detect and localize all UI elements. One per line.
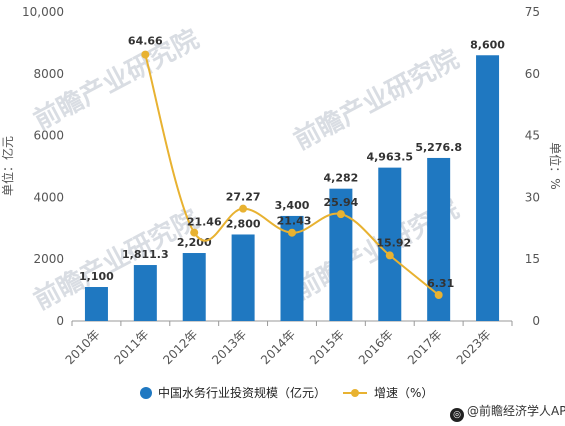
bar-value-label: 1,811.3: [122, 248, 169, 261]
watermark-text: 前瞻产业研究院: [289, 43, 464, 156]
y-right-axis-title: 单位：%: [548, 142, 563, 189]
growth-value-label: 21.46: [187, 216, 222, 229]
growth-point: [385, 251, 394, 260]
y-left-tick-label: 10,000: [22, 5, 64, 19]
x-tick-label: 2017年: [405, 327, 445, 367]
bar: [133, 265, 157, 321]
bar-value-label: 8,600: [470, 38, 505, 51]
growth-value-label: 21.43: [277, 215, 312, 228]
growth-point: [434, 291, 443, 300]
growth-point: [239, 204, 248, 213]
bar-value-label: 2,800: [226, 217, 261, 230]
bar: [378, 167, 402, 321]
growth-point: [288, 228, 296, 237]
x-tick-label: 2023年: [454, 327, 494, 367]
x-tick-label: 2015年: [307, 327, 347, 367]
growth-value-label: 15.92: [376, 236, 411, 249]
legend-bar-label: 中国水务行业投资规模（亿元）: [158, 385, 326, 400]
y-left-tick-label: 0: [56, 314, 64, 328]
growth-point: [141, 50, 150, 59]
y-right-tick-label: 0: [532, 314, 540, 328]
x-tick-label: 2010年: [63, 327, 103, 367]
y-left-tick-label: 8000: [33, 67, 64, 81]
y-right-tick-label: 45: [525, 129, 540, 143]
bar-value-label: 3,400: [275, 199, 310, 212]
x-tick-label: 2013年: [209, 327, 249, 367]
x-tick-label: 2014年: [258, 327, 298, 367]
bar-value-label: 4,963.5: [366, 151, 413, 164]
credit-text: @前瞻经济学人APP: [467, 404, 565, 418]
growth-value-label: 25.94: [323, 196, 358, 209]
legend-bar-swatch: [140, 387, 152, 399]
bar: [476, 55, 500, 321]
growth-value-label: 64.66: [128, 35, 163, 48]
bar-series: 1,100 1,811.3 2,200 2,800 3,400 4,282 4,963.55…: [79, 38, 505, 321]
app-logo-icon: ◎: [450, 408, 464, 422]
growth-point: [190, 228, 199, 237]
y-left-axis-title: 单位：亿元: [0, 136, 15, 196]
line-series: 64.66 21.46 27.27 21.43 25.94 15.92 6.31: [128, 35, 454, 300]
bar-value-label: 4,282: [323, 172, 358, 185]
x-tick-label: 2012年: [160, 327, 200, 367]
growth-value-label: 27.27: [226, 191, 261, 204]
y-right-tick-label: 75: [525, 5, 540, 19]
legend-line-label: 增速（%）: [374, 386, 433, 400]
growth-point: [336, 210, 345, 219]
y-right-tick-label: 60: [525, 67, 540, 81]
bar: [329, 188, 353, 321]
bar: [84, 287, 108, 321]
y-left-tick-label: 2000: [33, 252, 64, 266]
bar-value-label: 5,276.8: [415, 141, 462, 154]
bar-value-label: 1,100: [79, 270, 114, 283]
y-left-tick-label: 4000: [33, 190, 64, 204]
bar: [231, 234, 255, 321]
y-left-tick-label: 6000: [33, 129, 64, 143]
growth-line: [144, 54, 440, 296]
x-tick-label: 2011年: [111, 327, 151, 367]
y-right-tick-label: 30: [525, 190, 540, 204]
y-right-tick-label: 15: [525, 252, 540, 266]
bar-value-label: 2,200: [177, 236, 212, 249]
bar: [427, 157, 451, 321]
x-tick-label: 2016年: [356, 327, 396, 367]
legend: 中国水务行业投资规模（亿元） 增速（%）: [140, 385, 433, 400]
legend-line-marker: [351, 389, 359, 397]
bar: [280, 215, 304, 321]
growth-value-label: 6.31: [427, 277, 454, 290]
source-credit: ◎ @前瞻经济学人APP: [450, 402, 565, 422]
bar: [182, 253, 206, 321]
